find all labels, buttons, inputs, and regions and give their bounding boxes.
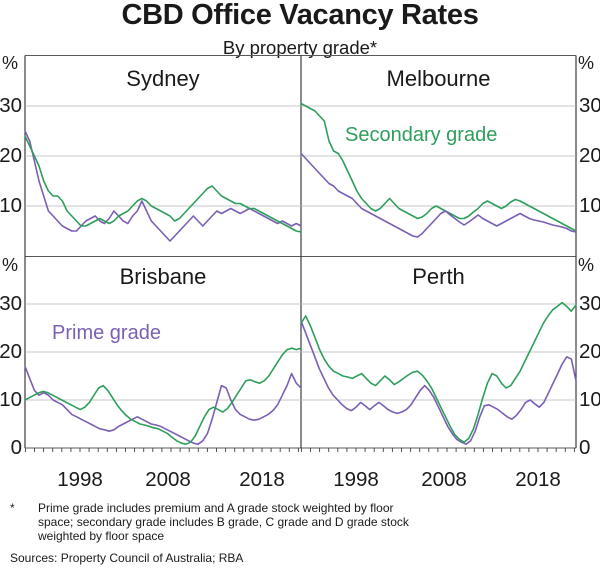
svg-text:20: 20 xyxy=(579,144,600,167)
svg-text:20: 20 xyxy=(579,340,600,363)
svg-text:2018: 2018 xyxy=(239,468,285,491)
svg-text:30: 30 xyxy=(0,94,22,117)
svg-text:10: 10 xyxy=(579,388,600,411)
svg-text:2018: 2018 xyxy=(515,468,561,491)
svg-text:0: 0 xyxy=(11,436,22,459)
svg-text:10: 10 xyxy=(579,194,600,217)
svg-text:20: 20 xyxy=(0,340,22,363)
svg-text:30: 30 xyxy=(579,94,600,117)
svg-text:10: 10 xyxy=(0,388,22,411)
svg-text:20: 20 xyxy=(0,144,22,167)
svg-text:10: 10 xyxy=(0,194,22,217)
svg-text:2008: 2008 xyxy=(145,468,191,491)
svg-text:1998: 1998 xyxy=(57,468,103,491)
svg-text:2008: 2008 xyxy=(421,468,467,491)
svg-text:30: 30 xyxy=(579,292,600,315)
svg-text:1998: 1998 xyxy=(333,468,379,491)
svg-text:0: 0 xyxy=(579,436,590,459)
svg-text:30: 30 xyxy=(0,292,22,315)
